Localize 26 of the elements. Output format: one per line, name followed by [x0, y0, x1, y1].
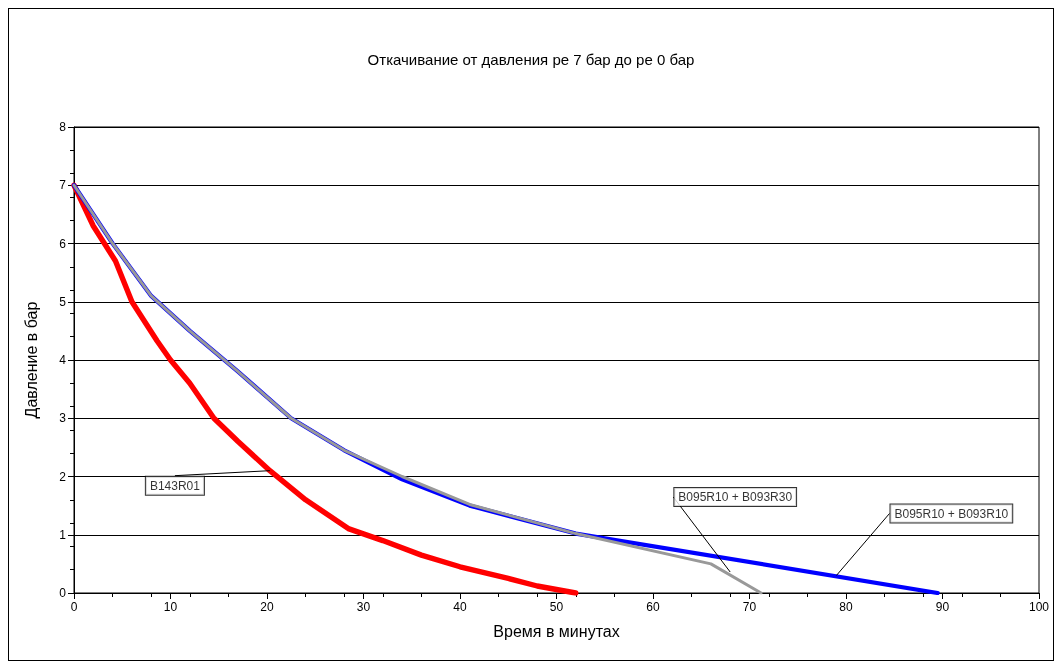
y-tick-label: 2 [59, 469, 67, 484]
x-tick-label: 100 [1028, 600, 1050, 614]
annotation: B095R10 + B093R10 [894, 506, 1009, 521]
x-tick-label: 90 [935, 600, 950, 614]
annotation: B095R10 + B093R30 [678, 490, 793, 505]
x-tick-label: 40 [453, 600, 467, 614]
x-tick-label: 0 [70, 600, 78, 614]
x-tick-label: 70 [742, 600, 757, 614]
x-axis-title: Время в минутах [493, 622, 620, 640]
y-tick-label: 7 [59, 178, 67, 193]
y-tick-label: 4 [59, 353, 67, 367]
y-tick-label: 1 [59, 527, 67, 542]
x-tick-label: 10 [163, 600, 178, 614]
x-tick-label: 20 [260, 600, 274, 614]
annotation: B143R01 [149, 478, 201, 493]
y-tick-label: 5 [59, 294, 67, 309]
y-tick-label: 3 [59, 411, 67, 426]
chart-title: Откачивание от давления ре 7 бар до ре 0 бар [367, 51, 695, 68]
y-axis-title: Давление в бар [22, 301, 40, 419]
y-tick-label: 0 [59, 586, 67, 600]
x-tick-label: 50 [549, 600, 564, 614]
x-tick-label: 60 [646, 600, 660, 614]
y-tick-label: 6 [59, 236, 67, 251]
x-tick-label: 80 [839, 600, 853, 614]
x-tick-label: 30 [356, 600, 371, 614]
y-tick-label: 8 [59, 120, 67, 134]
